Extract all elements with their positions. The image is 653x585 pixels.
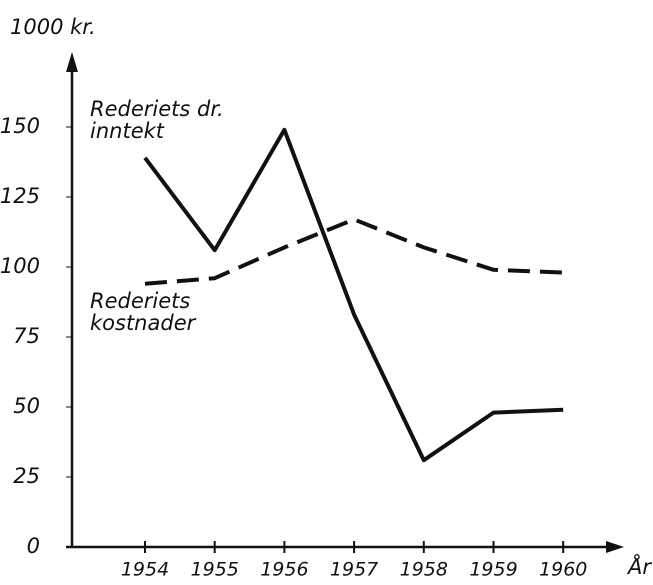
x-tick-label: 1955 [191, 559, 239, 581]
y-tick-label: 0 [27, 534, 40, 558]
y-tick-label: 25 [13, 464, 40, 488]
series-line [143, 127, 564, 463]
series-label: Rederiets kostnader [90, 289, 196, 335]
x-arrow [606, 541, 624, 553]
series-line [144, 217, 564, 286]
y-axis-label: 1000 kr. [10, 15, 96, 39]
x-tick-label: 1960 [539, 559, 587, 581]
y-tick-label: 150 [0, 114, 40, 138]
x-tick-label: 1959 [469, 559, 517, 581]
y-tick-label: 125 [0, 184, 40, 208]
x-tick-label: 1954 [121, 559, 169, 581]
y-tick-label: 100 [0, 254, 40, 278]
x-tick-label: 1957 [330, 559, 378, 581]
x-tick-label: 1958 [400, 559, 448, 581]
y-tick-label: 75 [13, 324, 40, 348]
series-label: Rederiets dr. inntekt [90, 97, 224, 143]
y-arrow [66, 52, 78, 72]
x-tick-label: 1956 [260, 559, 308, 581]
y-tick-label: 50 [13, 394, 40, 418]
x-axis-label: År [626, 553, 652, 579]
